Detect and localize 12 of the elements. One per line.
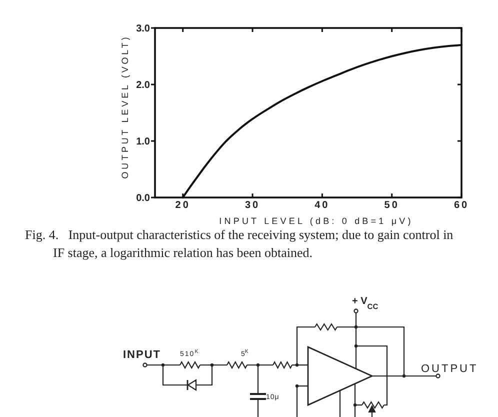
y-tick-label: 0.0 [136,193,150,204]
y-tick-label: 2.0 [136,80,150,91]
y-tick-label: 3.0 [136,24,150,34]
y-tick-label: 1.0 [136,136,150,148]
x-tick-label: 50 [384,200,400,211]
caption: Fig. 4. Input-output characteristics of the receiving system; due to gain control in IF stage, a logarithmic relation has been obtained. [25,226,454,262]
x-tick-label: 40 [314,200,330,211]
x-tick-label: 30 [244,200,260,211]
x-tick-label: 60 [454,200,470,211]
x-axis-title: INPUT LEVEL (dB: 0 dB=1 μV) [219,216,414,226]
y-axis-title: OUTPUT LEVEL (VOLT) [120,34,130,179]
x-tick-label: 20 [175,200,190,211]
